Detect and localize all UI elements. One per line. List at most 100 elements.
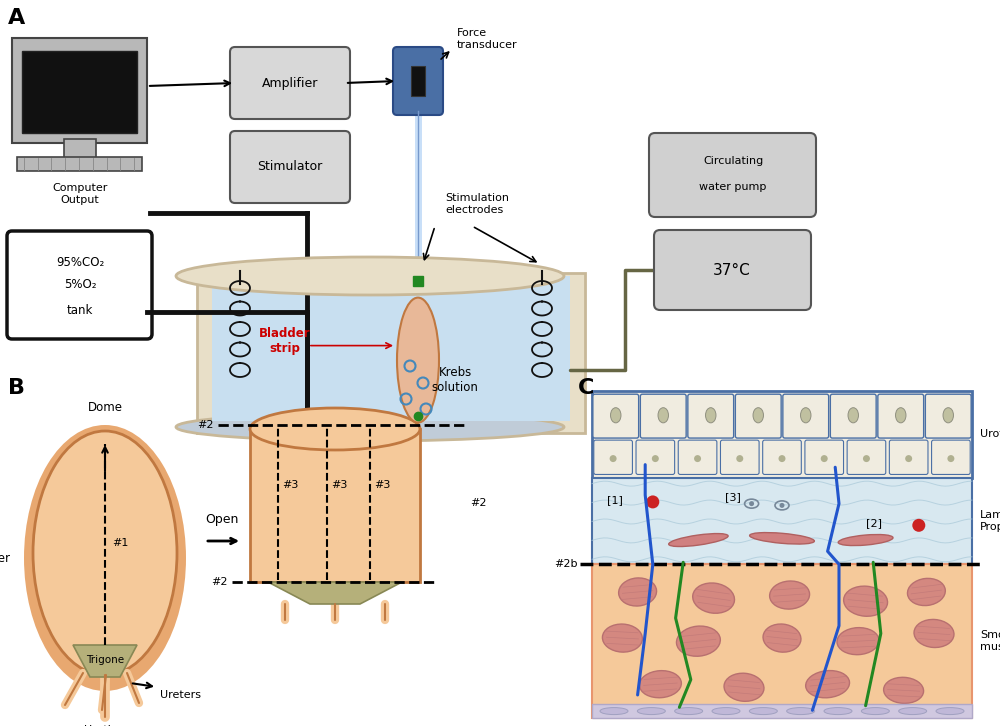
Ellipse shape [914, 619, 954, 648]
Text: [3]: [3] [725, 492, 741, 502]
Text: [2]: [2] [866, 518, 882, 529]
Ellipse shape [669, 534, 728, 547]
Text: Smooth
muscle: Smooth muscle [980, 630, 1000, 652]
Text: Force
transducer: Force transducer [457, 28, 518, 50]
Ellipse shape [907, 579, 945, 605]
Ellipse shape [619, 578, 657, 606]
Text: #2b: #2b [554, 559, 578, 569]
Ellipse shape [675, 708, 703, 714]
Bar [250, 429, 420, 582]
Text: 5%O₂: 5%O₂ [64, 279, 96, 292]
FancyBboxPatch shape [594, 440, 632, 475]
Circle shape [912, 519, 925, 532]
FancyBboxPatch shape [688, 394, 734, 438]
Circle shape [863, 455, 870, 462]
Ellipse shape [250, 408, 420, 450]
Circle shape [821, 455, 828, 462]
Ellipse shape [763, 624, 801, 652]
Ellipse shape [861, 708, 889, 714]
Text: Urothelium: Urothelium [980, 429, 1000, 439]
FancyBboxPatch shape [593, 394, 639, 438]
FancyBboxPatch shape [640, 394, 686, 438]
Bar [22, 51, 137, 133]
Text: #2: #2 [211, 577, 228, 587]
Circle shape [610, 455, 617, 462]
Text: #3: #3 [331, 480, 347, 489]
FancyBboxPatch shape [925, 394, 971, 438]
FancyBboxPatch shape [932, 440, 970, 475]
Ellipse shape [602, 624, 642, 652]
Text: 95%CO₂: 95%CO₂ [56, 256, 104, 269]
FancyBboxPatch shape [735, 394, 781, 438]
Ellipse shape [191, 260, 549, 292]
Ellipse shape [943, 408, 953, 423]
Ellipse shape [706, 408, 716, 423]
Ellipse shape [896, 408, 906, 423]
Ellipse shape [693, 583, 735, 613]
Circle shape [778, 455, 786, 462]
Ellipse shape [806, 671, 850, 698]
Ellipse shape [176, 413, 564, 441]
Text: Bladder
strip: Bladder strip [259, 327, 311, 355]
FancyBboxPatch shape [830, 394, 876, 438]
Ellipse shape [176, 257, 564, 295]
FancyBboxPatch shape [654, 230, 811, 310]
Text: Stimulation
electrodes: Stimulation electrodes [445, 193, 509, 215]
Bar [592, 564, 972, 718]
FancyBboxPatch shape [847, 440, 886, 475]
Text: #2: #2 [470, 499, 486, 508]
Text: B: B [8, 378, 25, 398]
Text: [1]: [1] [607, 495, 623, 505]
Circle shape [694, 455, 701, 462]
Ellipse shape [676, 626, 720, 656]
Text: Lamina
Propria: Lamina Propria [980, 510, 1000, 531]
FancyBboxPatch shape [805, 440, 844, 475]
Ellipse shape [884, 677, 924, 703]
Ellipse shape [753, 408, 763, 423]
Ellipse shape [787, 708, 815, 714]
Ellipse shape [600, 708, 628, 714]
Ellipse shape [750, 533, 814, 544]
Text: C: C [578, 378, 594, 398]
Ellipse shape [824, 708, 852, 714]
FancyBboxPatch shape [230, 47, 350, 119]
Circle shape [749, 501, 754, 506]
Text: Computer
Output: Computer Output [52, 183, 108, 205]
Text: Circulating: Circulating [703, 156, 763, 166]
Bar [411, 66, 425, 96]
Text: Amplifier: Amplifier [262, 76, 318, 89]
Bar [212, 276, 570, 421]
Text: Dome: Dome [88, 401, 122, 414]
FancyBboxPatch shape [763, 440, 801, 475]
Bar [12, 38, 147, 143]
Bar [592, 478, 972, 564]
Text: Krebs
solution: Krebs solution [432, 367, 478, 394]
Bar [17, 157, 142, 171]
Circle shape [905, 455, 912, 462]
FancyBboxPatch shape [230, 131, 350, 203]
Text: #2: #2 [198, 420, 214, 430]
Text: tank: tank [67, 303, 93, 317]
Circle shape [780, 503, 784, 508]
Ellipse shape [749, 708, 777, 714]
Ellipse shape [24, 425, 186, 691]
Text: Ureters: Ureters [160, 690, 201, 700]
Ellipse shape [611, 408, 621, 423]
Ellipse shape [838, 534, 893, 545]
Ellipse shape [639, 671, 681, 698]
Ellipse shape [724, 673, 764, 701]
Ellipse shape [770, 581, 810, 609]
FancyBboxPatch shape [878, 394, 924, 438]
Text: Bladder: Bladder [0, 552, 11, 565]
Circle shape [646, 495, 659, 508]
Ellipse shape [637, 708, 665, 714]
FancyBboxPatch shape [889, 440, 928, 475]
Bar [592, 391, 972, 478]
FancyBboxPatch shape [636, 440, 675, 475]
Ellipse shape [844, 586, 888, 616]
Ellipse shape [801, 408, 811, 423]
FancyBboxPatch shape [7, 231, 152, 339]
Text: 37°C: 37°C [713, 263, 751, 277]
Text: A: A [8, 8, 25, 28]
Circle shape [652, 455, 659, 462]
